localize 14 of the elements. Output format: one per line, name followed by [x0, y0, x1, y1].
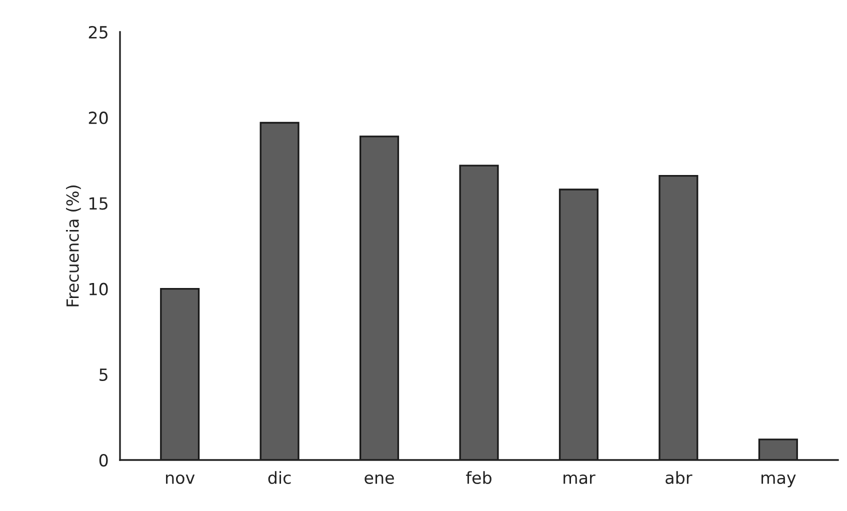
x-tick-label: mar	[564, 474, 596, 484]
x-tick-label: abr	[666, 471, 692, 484]
y-tick-label: 0	[99, 454, 108, 467]
y-tick-label: 20	[88, 112, 108, 124]
x-tick-label: feb	[466, 471, 492, 484]
y-tick-label: 15	[90, 197, 108, 210]
x-tick-label: ene	[364, 474, 394, 484]
x-tick-label: may	[762, 474, 796, 488]
y-tick-label: 10	[90, 282, 108, 296]
x-tick-label: dic	[268, 471, 291, 484]
x-tick-label: nov	[166, 474, 195, 484]
y-tick-label: 25	[88, 26, 108, 39]
y-axis-title: Frecuencia (%)	[66, 186, 81, 306]
y-tick-label: 5	[100, 368, 108, 381]
